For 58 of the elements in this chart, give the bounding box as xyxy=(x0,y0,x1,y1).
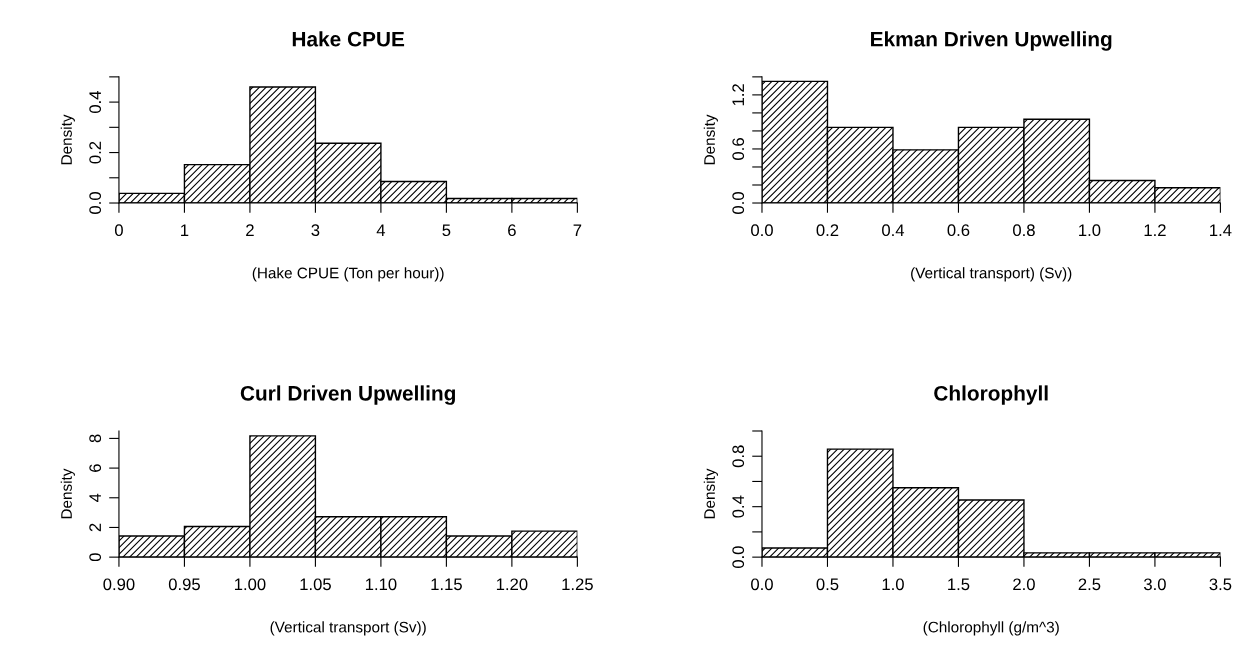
x-tick-label: 3.0 xyxy=(1143,578,1166,591)
x-axis-title: (Vertical transport) (Sv)) xyxy=(911,267,1072,282)
x-tick-label: 2 xyxy=(246,224,254,236)
y-tick-label: 2 xyxy=(89,523,101,532)
x-axis-title: (Chlorophyll (g/m^3) xyxy=(923,621,1059,636)
x-tick-label: 2.0 xyxy=(1013,578,1035,591)
y-tick-label: 4 xyxy=(89,493,101,503)
x-tick-label: 1.25 xyxy=(562,578,593,591)
y-axis-title: Density xyxy=(60,468,75,519)
x-axis-title: (Vertical transport (Sv)) xyxy=(270,621,426,636)
y-tick-label: 0.0 xyxy=(732,192,745,214)
x-tick-label: 3.5 xyxy=(1209,578,1232,591)
x-tick-label: 1.10 xyxy=(365,578,397,591)
y-axis-title: Density xyxy=(703,468,718,519)
chart-title: Hake CPUE xyxy=(292,31,405,47)
y-axis-title: Density xyxy=(60,114,75,165)
y-tick-label: 8 xyxy=(89,434,102,443)
y-tick-label: 0.0 xyxy=(89,192,102,214)
x-tick-label: 0.0 xyxy=(751,224,773,237)
x-tick-label: 0.4 xyxy=(882,224,905,237)
x-tick-label: 0.90 xyxy=(103,578,135,591)
x-tick-label: 0.2 xyxy=(816,224,839,237)
x-tick-label: 2.5 xyxy=(1078,578,1101,591)
chart-title: Curl Driven Upwelling xyxy=(240,385,455,405)
x-tick-label: 1 xyxy=(181,224,189,236)
y-tick-label: 6 xyxy=(89,464,102,472)
x-tick-label: 1.5 xyxy=(948,578,970,591)
x-tick-label: 3 xyxy=(311,224,320,237)
y-tick-label: 0.2 xyxy=(89,141,102,164)
y-tick-label: 0.6 xyxy=(732,138,745,160)
y-tick-label: 0.8 xyxy=(732,445,745,468)
y-tick-label: 0.0 xyxy=(732,546,745,569)
chart-title: Ekman Driven Upwelling xyxy=(871,31,1112,51)
x-tick-label: 0.0 xyxy=(751,578,773,591)
x-tick-label: 0.5 xyxy=(816,578,839,591)
x-tick-label: 1.15 xyxy=(431,578,462,591)
x-tick-label: 6 xyxy=(508,224,516,237)
x-tick-label: 1.05 xyxy=(300,578,331,591)
y-tick-label: 0.4 xyxy=(89,91,102,114)
x-tick-label: 0.95 xyxy=(168,578,200,591)
x-tick-label: 1.4 xyxy=(1210,224,1232,236)
y-tick-label: 0 xyxy=(89,553,102,562)
x-tick-label: 0 xyxy=(114,224,123,237)
x-tick-label: 0.6 xyxy=(947,224,970,237)
x-tick-label: 7 xyxy=(573,224,582,236)
x-tick-label: 0.8 xyxy=(1013,224,1035,237)
x-tick-label: 1.20 xyxy=(496,578,528,591)
x-tick-label: 1.00 xyxy=(234,578,266,591)
y-axis-title: Density xyxy=(703,114,718,165)
y-tick-label: 1.2 xyxy=(732,84,744,106)
y-tick-label: 0.4 xyxy=(732,495,745,518)
x-tick-label: 1.0 xyxy=(882,578,904,591)
x-axis-title: (Hake CPUE (Ton per hour)) xyxy=(252,267,444,282)
x-tick-label: 1.0 xyxy=(1079,224,1101,237)
x-tick-label: 1.2 xyxy=(1144,224,1166,236)
x-tick-label: 5 xyxy=(442,224,451,237)
chart-title: Chlorophyll xyxy=(934,385,1048,405)
x-tick-label: 4 xyxy=(376,224,386,236)
